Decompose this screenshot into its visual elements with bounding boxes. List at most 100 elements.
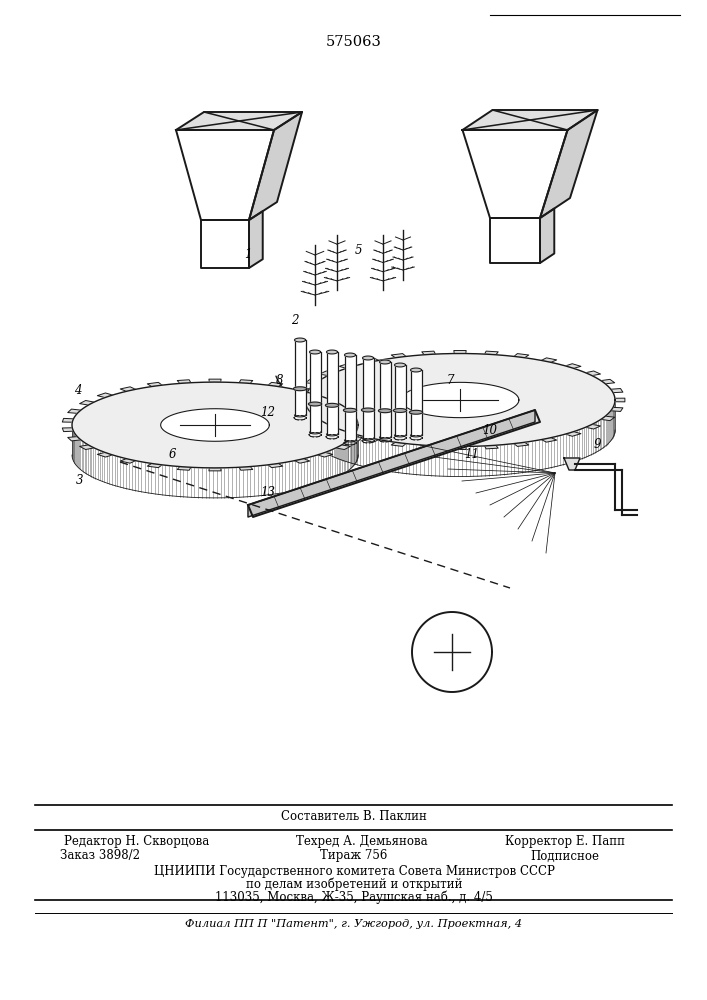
- Polygon shape: [249, 112, 302, 220]
- Polygon shape: [320, 371, 334, 376]
- Polygon shape: [120, 387, 136, 391]
- Polygon shape: [484, 445, 498, 449]
- Polygon shape: [490, 218, 540, 263]
- Text: Подписное: Подписное: [530, 850, 600, 862]
- Polygon shape: [249, 211, 263, 268]
- Polygon shape: [317, 452, 333, 457]
- Polygon shape: [391, 442, 406, 446]
- Polygon shape: [401, 382, 519, 418]
- Polygon shape: [120, 459, 136, 463]
- Polygon shape: [308, 402, 322, 406]
- Polygon shape: [295, 340, 305, 415]
- Polygon shape: [540, 110, 597, 218]
- Polygon shape: [268, 382, 283, 387]
- Text: Техред А. Демьянова: Техред А. Демьянова: [296, 834, 428, 848]
- Polygon shape: [356, 418, 368, 422]
- Text: 10: 10: [482, 424, 498, 436]
- Text: Заказ 3898/2: Заказ 3898/2: [60, 850, 140, 862]
- Polygon shape: [601, 379, 614, 384]
- Polygon shape: [344, 353, 356, 357]
- Polygon shape: [305, 354, 615, 446]
- Text: 13: 13: [260, 487, 276, 499]
- Text: 4: 4: [74, 383, 82, 396]
- Polygon shape: [336, 400, 351, 405]
- Polygon shape: [295, 398, 305, 402]
- Polygon shape: [566, 432, 581, 436]
- Text: Тираж 756: Тираж 756: [320, 850, 387, 862]
- Polygon shape: [462, 110, 597, 130]
- Polygon shape: [147, 382, 162, 387]
- Polygon shape: [611, 407, 623, 411]
- Polygon shape: [395, 363, 406, 367]
- Text: 113035, Москва, Ж-35, Раушская наб., д. 4/5: 113035, Москва, Ж-35, Раушская наб., д. …: [215, 890, 493, 904]
- Text: Редактор Н. Скворцова: Редактор Н. Скворцова: [64, 834, 209, 848]
- Polygon shape: [380, 360, 390, 364]
- Polygon shape: [98, 393, 112, 398]
- Polygon shape: [349, 437, 362, 441]
- Polygon shape: [378, 409, 392, 413]
- Polygon shape: [363, 358, 379, 362]
- Polygon shape: [339, 364, 355, 368]
- Polygon shape: [422, 351, 436, 355]
- Text: 575063: 575063: [326, 35, 382, 49]
- Polygon shape: [176, 130, 274, 220]
- Polygon shape: [454, 351, 466, 354]
- Polygon shape: [566, 364, 581, 368]
- Text: 7: 7: [446, 373, 454, 386]
- Polygon shape: [98, 452, 112, 457]
- Polygon shape: [268, 463, 283, 468]
- Polygon shape: [248, 410, 540, 517]
- Polygon shape: [542, 358, 556, 362]
- Polygon shape: [177, 380, 191, 383]
- Polygon shape: [344, 355, 356, 440]
- Polygon shape: [395, 365, 406, 435]
- Polygon shape: [62, 418, 74, 422]
- Polygon shape: [68, 437, 81, 441]
- Text: Составитель В. Паклин: Составитель В. Паклин: [281, 810, 427, 824]
- Polygon shape: [356, 428, 368, 432]
- Polygon shape: [62, 428, 74, 432]
- Polygon shape: [585, 424, 600, 429]
- Polygon shape: [239, 380, 252, 383]
- Polygon shape: [295, 338, 305, 342]
- Text: 8: 8: [276, 373, 284, 386]
- Polygon shape: [611, 389, 623, 393]
- Text: 2: 2: [291, 314, 299, 326]
- Polygon shape: [380, 362, 390, 437]
- Text: 9: 9: [593, 438, 601, 452]
- Polygon shape: [72, 382, 358, 468]
- Polygon shape: [310, 350, 320, 354]
- Polygon shape: [601, 416, 614, 421]
- Polygon shape: [422, 445, 436, 449]
- Polygon shape: [361, 408, 375, 412]
- Polygon shape: [294, 459, 310, 463]
- Polygon shape: [177, 467, 191, 470]
- Polygon shape: [540, 208, 554, 263]
- Text: Корректор Е. Папп: Корректор Е. Папп: [505, 834, 625, 848]
- Polygon shape: [391, 354, 406, 358]
- Polygon shape: [209, 379, 221, 382]
- Polygon shape: [239, 467, 252, 470]
- Polygon shape: [293, 387, 307, 391]
- Polygon shape: [393, 409, 407, 412]
- Text: 1: 1: [244, 248, 252, 261]
- Polygon shape: [248, 410, 535, 517]
- Polygon shape: [564, 458, 580, 470]
- Polygon shape: [297, 389, 309, 393]
- Text: ЦНИИПИ Государственного комитета Совета Министров СССР: ЦНИИПИ Государственного комитета Совета …: [153, 864, 554, 878]
- Polygon shape: [514, 442, 529, 446]
- Polygon shape: [412, 612, 492, 692]
- Polygon shape: [454, 446, 466, 449]
- Polygon shape: [297, 407, 309, 411]
- Polygon shape: [209, 468, 221, 471]
- Polygon shape: [344, 408, 356, 412]
- Polygon shape: [411, 370, 421, 435]
- Polygon shape: [363, 358, 373, 438]
- Polygon shape: [320, 424, 334, 429]
- Polygon shape: [409, 410, 423, 414]
- Text: 6: 6: [168, 448, 176, 462]
- Polygon shape: [462, 130, 568, 218]
- Polygon shape: [201, 220, 249, 268]
- Polygon shape: [327, 350, 337, 354]
- Polygon shape: [147, 463, 162, 468]
